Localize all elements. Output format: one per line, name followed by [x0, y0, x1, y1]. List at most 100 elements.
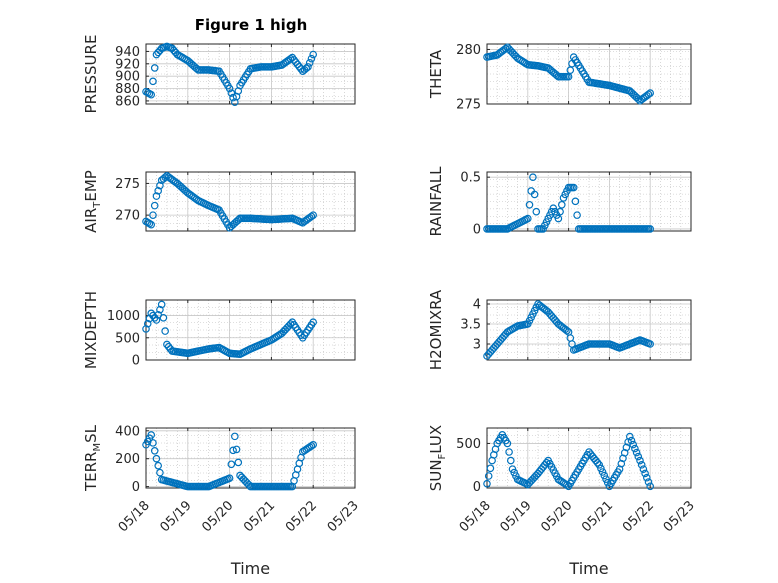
data-point — [156, 181, 164, 190]
y-tick-label: 920 — [115, 57, 140, 72]
data-point — [530, 190, 539, 199]
data-point — [569, 183, 578, 192]
data-point — [639, 465, 648, 473]
data-point — [147, 431, 156, 439]
data-point — [557, 200, 566, 209]
x-tick-label: 05/22 — [283, 498, 320, 535]
axes-box — [145, 43, 356, 105]
data-point — [152, 454, 161, 463]
data-point — [142, 325, 150, 333]
data-point — [309, 50, 318, 59]
data-point — [156, 468, 164, 477]
axes-box — [486, 171, 692, 232]
data-point — [597, 464, 605, 473]
data-point — [227, 460, 236, 469]
data-point — [602, 475, 610, 483]
panel-h2omixra: 3 3.5 4 H2OMIXRA — [427, 289, 692, 370]
data-point — [636, 456, 644, 465]
panel-terr-msl: 0 200 400 TERRMSL 05/18 05/19 05/20 05/21 05/22 0… — [82, 424, 362, 578]
y-axis-label: THETA — [427, 49, 445, 99]
data-point — [225, 84, 234, 93]
data-point — [637, 461, 646, 469]
y-tick-label: 500 — [115, 331, 140, 346]
data-point — [149, 211, 157, 219]
data-point — [156, 305, 164, 314]
data-point — [309, 440, 318, 449]
data-point — [644, 478, 653, 486]
data-point — [627, 436, 636, 445]
data-point — [631, 444, 639, 453]
data-point — [150, 201, 159, 210]
figure-title: Figure 1 high — [195, 16, 308, 34]
data-point — [305, 58, 314, 67]
x-tick-label: 05/20 — [199, 498, 236, 535]
data-point — [506, 456, 515, 465]
data-point — [529, 173, 537, 181]
y-axis-label: RAINFALL — [427, 166, 445, 237]
data-point — [632, 448, 641, 457]
y-tick-label: 200 — [115, 452, 140, 467]
data-point — [595, 461, 604, 469]
data-point — [286, 320, 295, 328]
data-point — [642, 473, 651, 482]
data-point — [646, 482, 655, 491]
panel-mixdepth: 0 500 1000 MIXDEPTH — [82, 291, 356, 369]
data-point — [154, 461, 162, 470]
y-tick-label: 880 — [115, 82, 140, 97]
y-tick-label: 0 — [132, 354, 140, 369]
axes-box — [486, 427, 692, 489]
data-point — [309, 318, 318, 327]
data-point — [225, 474, 234, 483]
data-point — [152, 192, 161, 200]
data-series — [483, 300, 655, 360]
data-point — [307, 54, 316, 63]
data-point — [629, 440, 638, 449]
data-point — [234, 216, 243, 224]
data-point — [554, 214, 563, 223]
data-point — [556, 207, 564, 216]
data-point — [522, 59, 530, 68]
data-point — [503, 439, 512, 448]
data-point — [532, 207, 541, 216]
data-point — [152, 316, 161, 324]
x-tick-label: 05/20 — [538, 498, 575, 535]
y-tick-label: 1000 — [107, 309, 140, 324]
y-axis-label: PRESSURE — [82, 35, 100, 114]
y-tick-label: 275 — [115, 177, 140, 192]
data-point — [192, 64, 201, 73]
y-axis-label: MIXDEPTH — [82, 291, 100, 369]
x-tick-label: 05/23 — [325, 498, 362, 535]
x-tick-label: 05/19 — [158, 498, 195, 535]
data-point — [552, 71, 561, 80]
y-axis-label: AIRTEMP — [82, 170, 103, 233]
y-tick-label: 0 — [132, 480, 140, 495]
panel-air-temp: 270 275 AIRTEMP — [82, 170, 356, 233]
axes-box — [145, 299, 356, 361]
data-point — [484, 472, 493, 480]
data-point — [646, 340, 655, 348]
y-tick-label: 280 — [456, 43, 481, 58]
data-point — [304, 63, 312, 71]
data-point — [542, 458, 551, 467]
y-tick-label: 500 — [456, 437, 481, 452]
data-point — [625, 432, 634, 441]
y-tick-label: 0 — [473, 480, 481, 495]
axes-box — [145, 171, 356, 232]
data-point — [229, 446, 237, 455]
data-point — [234, 458, 243, 467]
data-point — [646, 89, 655, 97]
data-point — [147, 220, 156, 229]
x-tick-label: 05/23 — [661, 498, 698, 535]
x-tick-label: 05/19 — [498, 498, 535, 535]
y-tick-label: 3 — [473, 338, 481, 353]
data-point — [159, 313, 168, 322]
y-axis-label: SUNFLUX — [427, 425, 448, 491]
y-axis-label: TERRMSL — [82, 424, 103, 492]
data-point — [563, 326, 571, 335]
data-point — [600, 471, 609, 480]
panel-theta: 275 280 THETA — [427, 43, 692, 113]
data-point — [593, 458, 602, 467]
data-series — [142, 300, 318, 359]
x-tick-label: 05/18 — [116, 498, 153, 535]
